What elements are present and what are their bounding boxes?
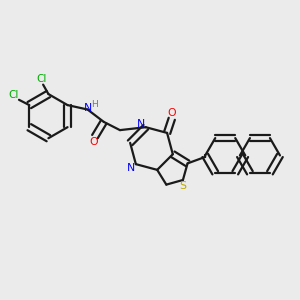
Text: N: N xyxy=(127,163,136,173)
Text: O: O xyxy=(89,137,98,147)
Text: S: S xyxy=(179,181,186,191)
Text: N: N xyxy=(137,119,146,129)
Text: O: O xyxy=(167,108,176,118)
Text: Cl: Cl xyxy=(8,90,19,100)
Text: H: H xyxy=(91,100,98,109)
Text: Cl: Cl xyxy=(37,74,47,84)
Text: N: N xyxy=(83,103,92,113)
